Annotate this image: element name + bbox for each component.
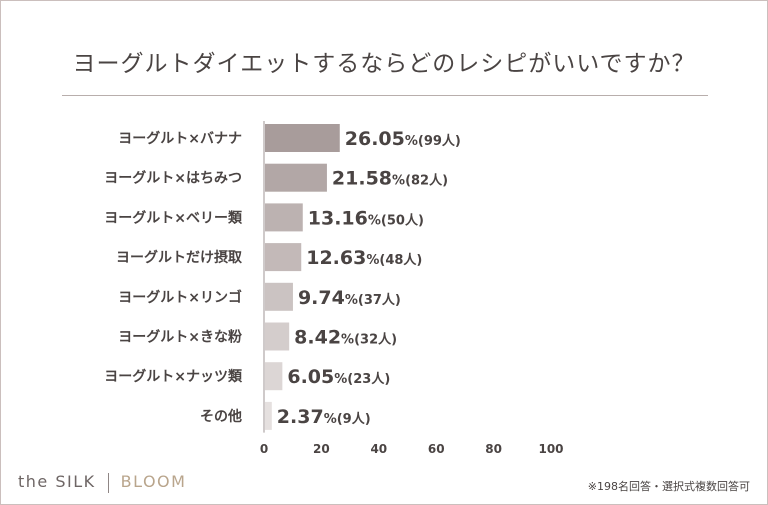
x-tick-label: 60 — [428, 442, 445, 456]
value-label: 9.74%(37人) — [298, 287, 401, 309]
category-label: ヨーグルト×ナッツ類 — [104, 368, 243, 385]
bar — [265, 124, 340, 152]
value-label: 21.58%(82人) — [332, 168, 448, 190]
bar — [265, 362, 283, 391]
category-label: ヨーグルト×リンゴ — [118, 289, 242, 306]
category-label: ヨーグルトだけ摂取 — [116, 249, 243, 266]
chart-title: ヨーグルトダイエットするならどのレシピがいいですか？ — [72, 51, 696, 77]
brand-separator — [107, 472, 109, 493]
bar — [265, 322, 290, 351]
x-tick-label: 40 — [370, 442, 387, 456]
brand-logo: the SILK BLOOM — [18, 472, 186, 493]
survey-note: ※198名回答・選択式複数回答可 — [587, 480, 750, 493]
value-label: 2.37%(9人) — [277, 406, 371, 428]
value-label: 8.42%(32人) — [294, 327, 397, 349]
category-label: ヨーグルト×はちみつ — [104, 170, 242, 187]
value-label: 26.05%(99人) — [345, 128, 461, 150]
category-label: ヨーグルト×きな粉 — [118, 329, 242, 346]
category-label: ヨーグルト×バナナ — [118, 130, 242, 147]
x-tick-label: 80 — [485, 442, 502, 456]
x-tick-label: 0 — [260, 442, 268, 456]
bar — [265, 203, 303, 232]
title-divider — [62, 95, 708, 96]
brand-name-right: BLOOM — [120, 472, 187, 491]
bar — [265, 163, 327, 192]
bar — [265, 282, 293, 311]
bar — [265, 243, 302, 272]
x-tick-label: 20 — [313, 442, 330, 456]
category-label: ヨーグルト×ベリー類 — [104, 209, 243, 226]
value-label: 6.05%(23人) — [287, 366, 390, 388]
brand-name-left: the SILK — [18, 472, 96, 491]
category-label: その他 — [200, 408, 242, 425]
value-label: 13.16%(50人) — [308, 207, 424, 229]
bar — [265, 401, 272, 430]
value-label: 12.63%(48人) — [306, 247, 422, 269]
x-tick-label: 100 — [538, 442, 563, 456]
